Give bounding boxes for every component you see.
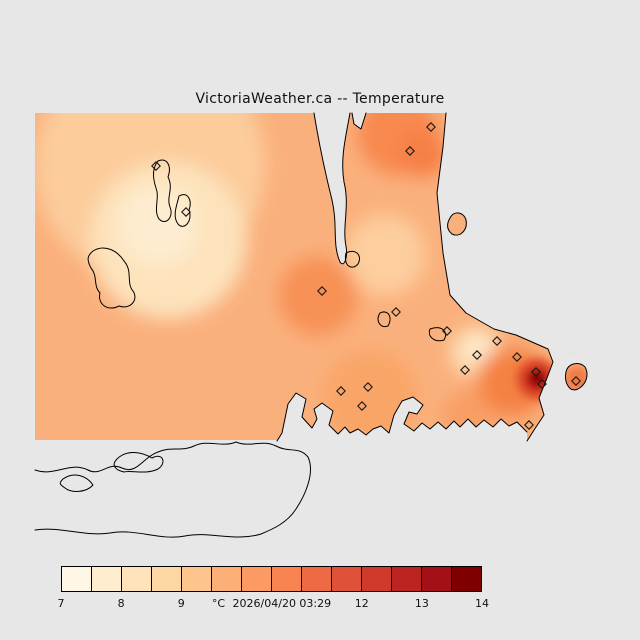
southern-island-outline [113,452,164,473]
station-marker-icon [391,307,401,317]
colorbar-cell [152,567,182,591]
coastline-layer [34,112,588,538]
southern-bay-outline [59,474,94,492]
station-marker-icon [492,336,502,346]
south-coastline [276,392,528,442]
station-marker-icon [357,401,367,411]
station-marker-icon [524,420,534,430]
station-marker-icon [460,365,470,375]
olympic-peninsula-coastline [34,441,311,538]
station-marker-icon [405,146,415,156]
peninsula-lake-outline [344,250,360,268]
colorbar [61,566,482,592]
offshore-island-outline [447,212,467,236]
station-marker-icon [531,367,541,377]
timestamp: 2026/04/20 03:29 [232,597,332,610]
station-marker-icon [571,376,581,386]
station-marker-icon [363,382,373,392]
page-title: VictoriaWeather.ca -- Temperature [195,91,445,107]
colorbar-cell [392,567,422,591]
temperature-field-layer [35,113,590,440]
northwest-lake-2-outline [174,194,191,227]
sooke-basin-outline [87,247,136,309]
south-east-water [528,349,590,441]
colorbar-cell [212,567,242,591]
colorbar-caption: °C 2026/04/20 03:29 [203,597,340,610]
saanich-inlet-coastline [313,112,351,265]
colorbar-cell [272,567,302,591]
colorbar-cell [62,567,92,591]
elk-lake-outline [377,311,391,328]
colorbar-legend: 7891011121314 °C 2026/04/20 03:29 [57,566,489,618]
east-point-coastline [526,348,554,442]
colorbar-cell [422,567,452,591]
station-marker-icon [151,161,161,171]
station-marker-icon [181,207,191,217]
saanich-inlet-water [314,113,350,264]
temperature-blob [345,215,425,295]
station-marker-icon [336,386,346,396]
colorbar-tick-label: 8 [117,597,125,610]
colorbar-cell [242,567,272,591]
station-marker-icon [317,286,327,296]
north-east-water [437,113,590,356]
temperature-blob [400,130,448,178]
station-marker-icon [512,352,522,362]
station-markers-layer [151,122,581,430]
colorbar-tick-label: 14 [475,597,489,610]
station-marker-icon [426,122,436,132]
colorbar-cell [332,567,362,591]
colorbar-cell [122,567,152,591]
colorbar-cell [92,567,122,591]
colorbar-tick-label: 9 [177,597,185,610]
colorbar-tick-label: 7 [57,597,65,610]
station-marker-icon [472,350,482,360]
colorbar-tick-label: 13 [414,597,429,610]
temperature-blob [469,337,493,361]
east-island-outline [565,363,588,391]
station-marker-icon [537,379,547,389]
colorbar-cell [182,567,212,591]
colorbar-cell [362,567,392,591]
temperature-blob [118,185,198,265]
station-marker-icon [442,326,452,336]
east-lake-outline [428,327,446,342]
colorbar-cell [452,567,481,591]
south-coast-water [277,393,527,441]
colorbar-cell [302,567,332,591]
temperature-blob [278,256,358,336]
peninsula-east-coastline [436,112,549,350]
temperature-blob [530,371,544,385]
unit-label: °C [211,597,226,610]
field-smooth-layer [35,113,590,440]
colorbar-tick-label: 12 [354,597,369,610]
northwest-lake-outline [153,159,172,222]
top-notch-coastline [351,112,367,130]
water-layer [277,113,590,441]
